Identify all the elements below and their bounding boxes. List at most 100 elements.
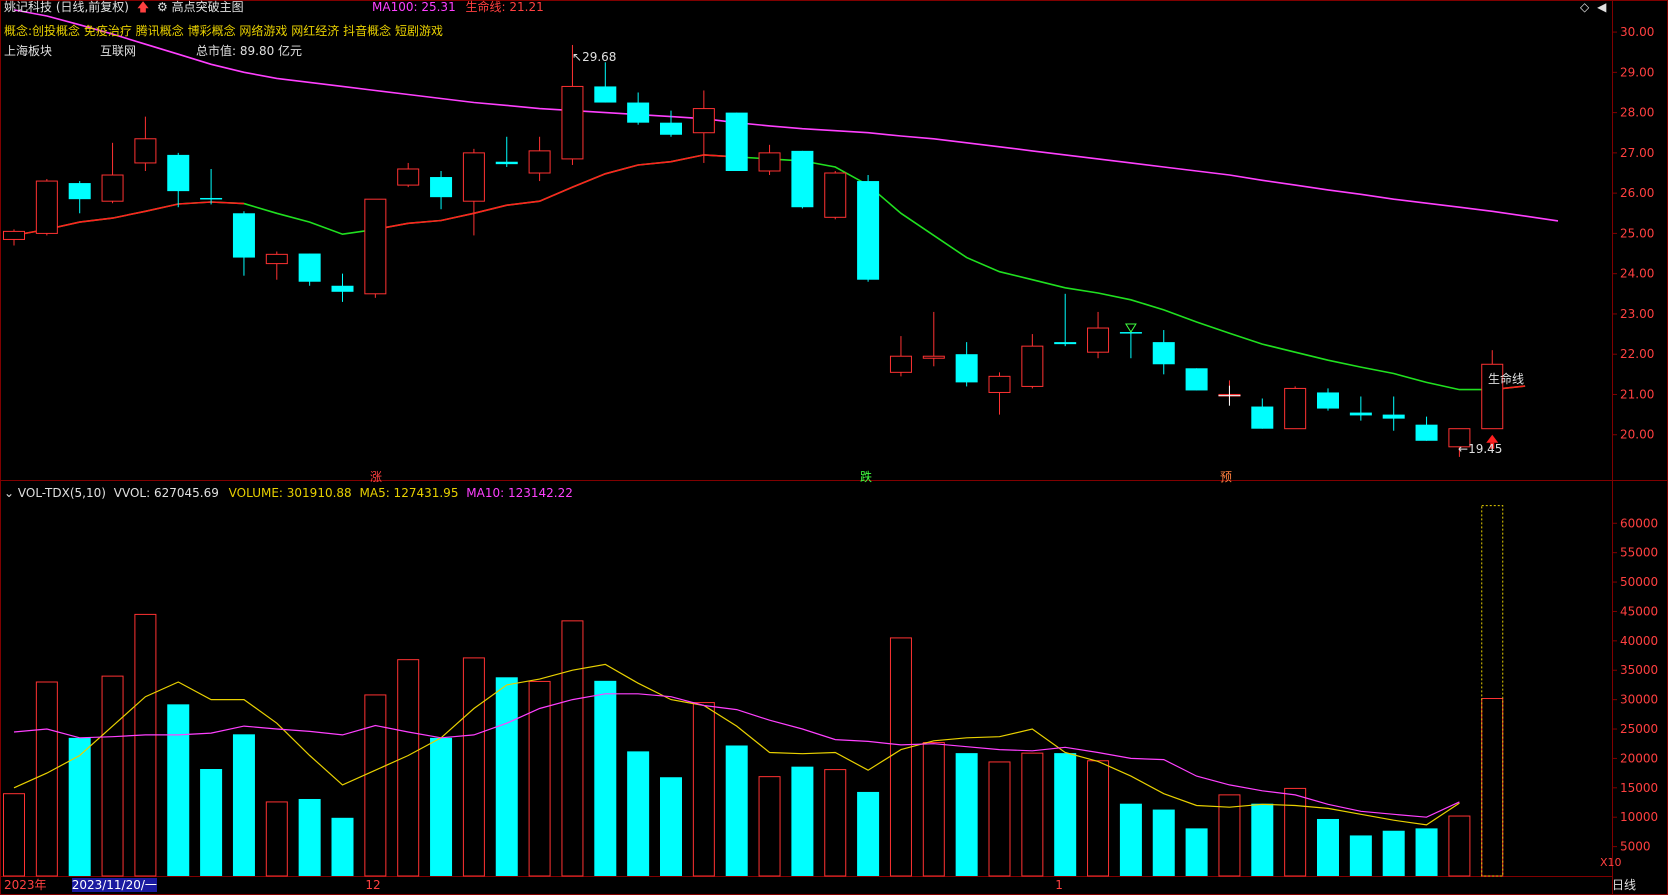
- candle-body-up: [889, 355, 912, 373]
- candle-body-up: [134, 138, 157, 164]
- high-price-annotation: ↖29.68: [572, 50, 617, 64]
- volume-bar-down: [1054, 753, 1077, 876]
- candle-body-up: [1284, 387, 1307, 430]
- concept-item[interactable]: 抖音概念: [343, 24, 392, 38]
- concept-item[interactable]: 短剧游戏: [394, 24, 443, 38]
- concept-item[interactable]: 创投概念: [32, 24, 81, 38]
- volume-tick-label: 55000: [1620, 546, 1658, 560]
- volume-bar-down: [594, 680, 617, 876]
- volume-bar-up: [692, 702, 715, 877]
- lifeline-up-segment: [375, 154, 737, 231]
- volume-bar-down: [1119, 803, 1142, 876]
- volume-bar-up: [1481, 698, 1504, 877]
- down-arrow-icon: [1124, 323, 1137, 333]
- volume-tick-label: 10000: [1620, 810, 1658, 824]
- volume-bar-up: [1284, 787, 1307, 877]
- volume-tick-label: 15000: [1620, 781, 1658, 795]
- collapse-icon[interactable]: ◀: [1597, 0, 1607, 14]
- concept-item[interactable]: 网络游戏: [239, 24, 288, 38]
- concept-item[interactable]: 腾讯概念: [135, 24, 184, 38]
- volume-bar-down: [331, 817, 354, 876]
- volume-bar-down: [68, 737, 91, 876]
- concept-item[interactable]: 免疫治疗: [83, 24, 132, 38]
- candle-body-up: [824, 172, 847, 218]
- period-label[interactable]: 日线: [1612, 878, 1637, 892]
- candle-body-up: [988, 375, 1011, 393]
- diamond-icon[interactable]: ◇: [1580, 0, 1590, 14]
- concept-item[interactable]: 博彩概念: [187, 24, 236, 38]
- volume-bar-up: [101, 675, 124, 877]
- indicator-name[interactable]: 高点突破主图: [171, 0, 244, 14]
- vvol-value: VVOL: 627045.69: [113, 486, 219, 500]
- candle-body-down: [955, 354, 978, 383]
- volume-bar-up: [758, 776, 781, 877]
- up-arrow-stem: [1490, 442, 1495, 449]
- volume-bar-up: [1448, 815, 1471, 877]
- price-tick-label: 22.00: [1620, 347, 1654, 361]
- price-tick-label: 25.00: [1620, 226, 1654, 240]
- volume-bar-down: [200, 769, 223, 876]
- candle-body-up: [1087, 327, 1110, 353]
- date-tick-label: 12: [365, 878, 381, 892]
- candle-body-up: [758, 152, 781, 172]
- date-tick-label: 2023/11/20/一: [71, 878, 157, 892]
- candle-body-down: [1415, 424, 1438, 441]
- volume-tick-label: 40000: [1620, 634, 1658, 648]
- price-tick-label: 20.00: [1620, 428, 1654, 442]
- volume-bar-down: [1415, 828, 1438, 876]
- volume-indicator-name[interactable]: VOL-TDX(5,10): [17, 486, 106, 500]
- volume-bar-down: [1349, 835, 1372, 876]
- candle-body-up: [922, 355, 945, 359]
- candle-body-up: [528, 150, 551, 174]
- chevron-down-icon[interactable]: ⌄: [4, 486, 15, 500]
- volume-bar-down: [1251, 803, 1274, 876]
- ma100-value: 25.31: [421, 0, 456, 14]
- candle-body-up: [1448, 428, 1471, 448]
- price-tick-label: 28.00: [1620, 106, 1654, 120]
- candle-body-down: [791, 150, 814, 208]
- volume-bar-down: [1152, 809, 1175, 876]
- candle-body-up: [1021, 345, 1044, 387]
- volume-tick-label: 50000: [1620, 575, 1658, 589]
- volume-bar-down: [1185, 828, 1208, 876]
- candle-body-down: [430, 177, 453, 198]
- ma100-line: [13, 9, 1559, 222]
- candle-body-down: [1251, 406, 1274, 429]
- board-label: 上海板块: [4, 44, 53, 58]
- volume-tick-label: 25000: [1620, 722, 1658, 736]
- ma5-value: MA5: 127431.95: [359, 486, 459, 500]
- volume-bar-up: [824, 769, 847, 877]
- volume-bar-down: [1382, 830, 1405, 876]
- volume-bar-up: [397, 659, 420, 877]
- volume-bar-down: [660, 777, 682, 876]
- volume-ma5-line: [13, 663, 1460, 826]
- candle-body-down: [1185, 368, 1208, 391]
- volume-bar-up: [35, 681, 58, 877]
- volume-bar-up: [3, 793, 25, 877]
- gear-icon[interactable]: ⚙: [157, 0, 168, 14]
- lifeline-value: 21.21: [509, 0, 544, 14]
- volume-bar-down: [1317, 818, 1339, 876]
- concept-item[interactable]: 网红经济: [291, 24, 340, 38]
- volume-ma10-line: [13, 693, 1460, 818]
- ma100-label: MA100:: [372, 0, 418, 14]
- candle-body-down: [232, 213, 255, 258]
- volume-bar-down: [857, 791, 880, 876]
- ma10-value: MA10: 123142.22: [466, 486, 573, 500]
- x10-label: X10: [1600, 856, 1622, 869]
- candle-body-down: [1382, 414, 1405, 419]
- price-tick-label: 29.00: [1620, 65, 1654, 79]
- volume-tick-label: 45000: [1620, 604, 1658, 618]
- up-arrow-icon: [1486, 434, 1499, 443]
- volume-tick-label: 5000: [1620, 840, 1651, 854]
- candle-body-down: [1152, 342, 1175, 365]
- industry-label: 互联网: [100, 44, 137, 58]
- candle-body-down: [627, 102, 650, 123]
- yu-marker: 预: [1220, 470, 1233, 484]
- candle-body-up: [364, 198, 387, 295]
- candle-body-up: [3, 230, 25, 240]
- lifeline-label: 生命线:: [465, 0, 506, 14]
- candle-body-down: [857, 181, 880, 280]
- low-price-annotation: ←19.45: [1458, 442, 1503, 456]
